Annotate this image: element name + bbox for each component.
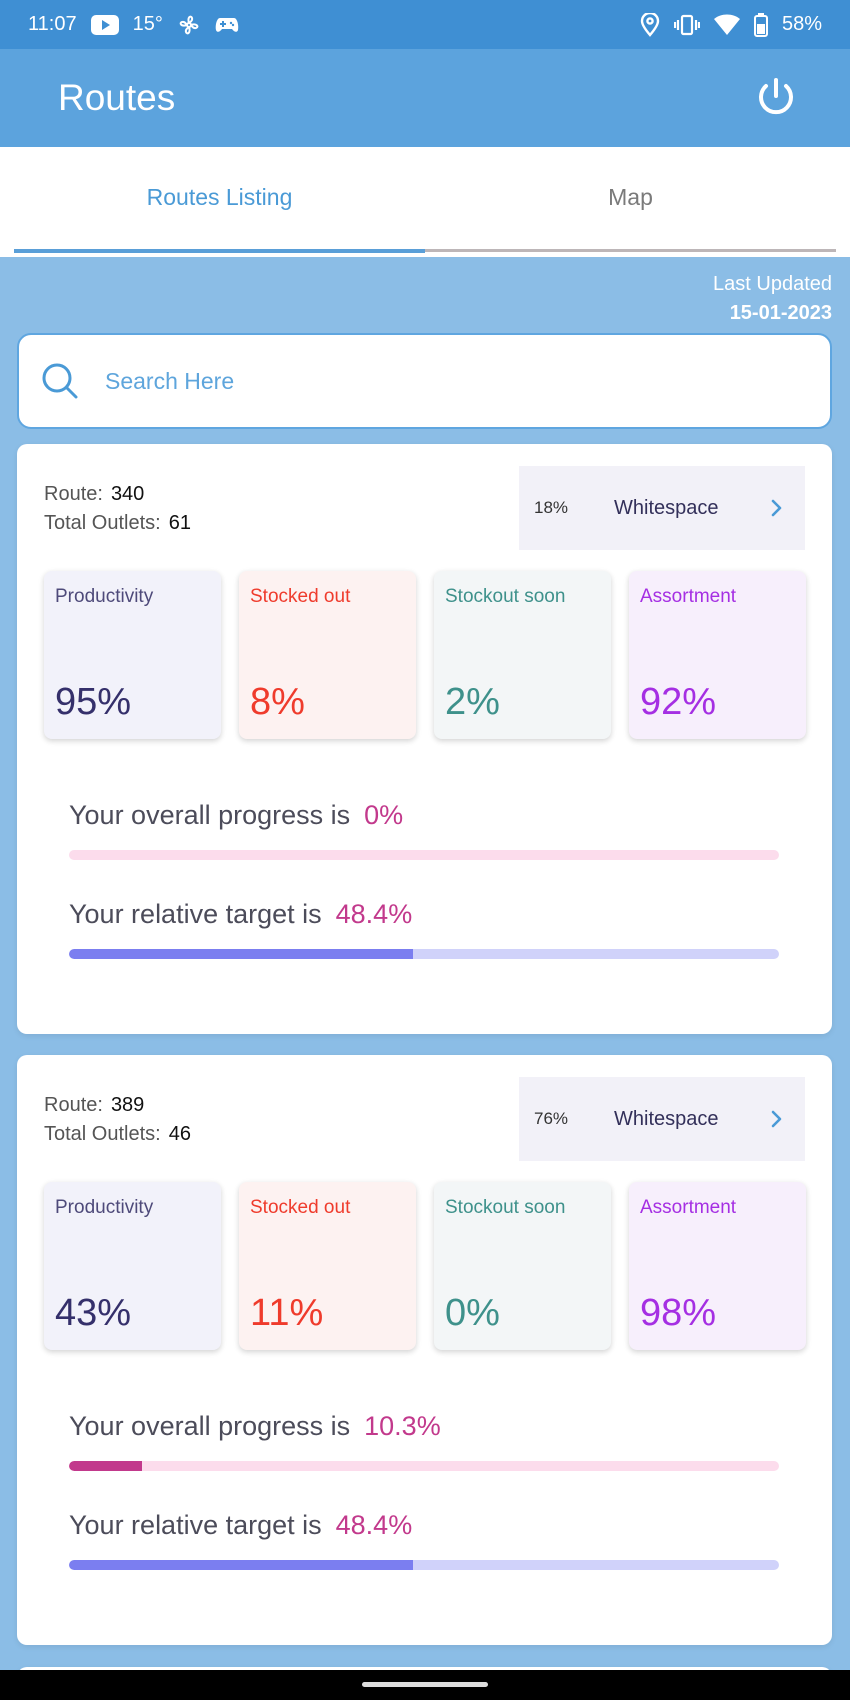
metric-value: 8% <box>250 681 305 723</box>
metric-stocked-out: Stocked out 11% <box>239 1182 416 1350</box>
route-info: Route: 389 Total Outlets: 46 <box>44 1091 191 1149</box>
metric-productivity: Productivity 43% <box>44 1182 221 1350</box>
metric-value: 11% <box>250 1292 324 1334</box>
target-label: Your relative target is <box>69 899 322 929</box>
chevron-right-icon <box>771 499 782 517</box>
status-temperature: 15° <box>132 13 163 35</box>
whitespace-button[interactable]: 76% Whitespace <box>519 1077 805 1161</box>
wifi-icon <box>713 14 740 36</box>
target-bar-fill <box>69 949 413 959</box>
gamepad-icon <box>215 15 239 35</box>
tab-bar: Routes Listing Map <box>0 147 850 257</box>
metric-assortment: Assortment 98% <box>629 1182 806 1350</box>
route-card[interactable]: Route: 389 Total Outlets: 46 76% Whitespac… <box>17 1055 832 1645</box>
outlets-label: Total Outlets: <box>44 1123 161 1145</box>
target-bar <box>69 1560 779 1570</box>
target-bar <box>69 949 779 959</box>
whitespace-label: Whitespace <box>614 1107 719 1130</box>
youtube-icon <box>90 14 119 35</box>
search-input[interactable] <box>105 367 705 395</box>
progress-bar <box>69 1461 779 1471</box>
whitespace-percentage: 18% <box>534 498 569 517</box>
tab-routes-listing[interactable]: Routes Listing <box>146 183 293 210</box>
home-gesture-handle[interactable] <box>362 1682 488 1687</box>
progress-value: 10.3% <box>364 1411 441 1441</box>
target-bar-fill <box>69 1560 413 1570</box>
metric-label: Productivity <box>55 1197 154 1218</box>
power-button[interactable] <box>752 74 800 122</box>
outlets-label: Total Outlets: <box>44 512 161 534</box>
power-icon <box>759 78 793 115</box>
tab-divider <box>425 249 836 252</box>
last-updated-date: 15-01-2023 <box>729 302 832 324</box>
tab-map[interactable]: Map <box>608 183 653 210</box>
metric-value: 0% <box>445 1292 500 1334</box>
metrics-row: Productivity 43% Stocked out 11% Stockou… <box>44 1182 806 1350</box>
last-updated-label: Last Updated <box>713 273 832 295</box>
route-card[interactable]: Route: 340 Total Outlets: 61 18% Whitespac… <box>17 444 832 1034</box>
whitespace-button[interactable]: 18% Whitespace <box>519 466 805 550</box>
app-bar: Routes <box>0 49 850 147</box>
metric-label: Stocked out <box>250 586 351 607</box>
metric-value: 95% <box>55 681 132 723</box>
overall-progress: Your overall progress is 10.3% <box>69 1411 779 1471</box>
active-tab-indicator <box>14 249 425 253</box>
metric-label: Productivity <box>55 586 154 607</box>
page-title: Routes <box>58 77 176 118</box>
progress-label: Your overall progress is <box>69 800 351 830</box>
metric-label: Stockout soon <box>445 1197 566 1218</box>
target-title: Your relative target is 48.4% <box>69 899 779 930</box>
progress-bar-fill <box>69 1461 143 1471</box>
metric-value: 2% <box>445 681 500 723</box>
vibrate-icon <box>673 13 700 37</box>
metric-value: 43% <box>55 1292 132 1334</box>
outlets-count: 61 <box>168 512 191 534</box>
route-number: 340 <box>110 483 145 505</box>
metric-stockout-soon: Stockout soon 0% <box>434 1182 611 1350</box>
overall-progress: Your overall progress is 0% <box>69 800 779 860</box>
chevron-right-icon <box>771 1110 782 1128</box>
metric-stocked-out: Stocked out 8% <box>239 571 416 739</box>
relative-target: Your relative target is 48.4% <box>69 1510 779 1570</box>
progress-value: 0% <box>364 800 404 830</box>
status-bar: 11:07 15° 58% <box>0 0 850 49</box>
metric-label: Stocked out <box>250 1197 351 1218</box>
target-value: 48.4% <box>335 899 413 929</box>
fan-icon <box>177 13 201 37</box>
progress-bar <box>69 850 779 860</box>
route-number: 389 <box>110 1094 145 1116</box>
metric-value: 92% <box>640 681 717 723</box>
metric-value: 98% <box>640 1292 717 1334</box>
status-time: 11:07 <box>28 13 77 35</box>
route-label: Route: <box>44 483 103 505</box>
whitespace-percentage: 76% <box>534 1109 569 1128</box>
progress-title: Your overall progress is 0% <box>69 800 779 831</box>
progress-title: Your overall progress is 10.3% <box>69 1411 779 1442</box>
relative-target: Your relative target is 48.4% <box>69 899 779 959</box>
search-icon <box>42 363 78 399</box>
route-label: Route: <box>44 1094 103 1116</box>
metric-label: Stockout soon <box>445 586 566 607</box>
battery-percentage: 58% <box>781 13 822 35</box>
metric-assortment: Assortment 92% <box>629 571 806 739</box>
system-navigation-bar <box>0 1670 850 1700</box>
metrics-row: Productivity 95% Stocked out 8% Stockout… <box>44 571 806 739</box>
target-title: Your relative target is 48.4% <box>69 1510 779 1541</box>
outlets-count: 46 <box>168 1123 191 1145</box>
progress-label: Your overall progress is <box>69 1411 351 1441</box>
route-info: Route: 340 Total Outlets: 61 <box>44 480 191 538</box>
target-value: 48.4% <box>335 1510 413 1540</box>
metric-productivity: Productivity 95% <box>44 571 221 739</box>
metric-stockout-soon: Stockout soon 2% <box>434 571 611 739</box>
last-updated: Last Updated 15-01-2023 <box>713 270 832 328</box>
location-icon <box>640 12 660 37</box>
battery-icon <box>753 12 768 37</box>
whitespace-label: Whitespace <box>614 496 719 519</box>
metric-label: Assortment <box>640 586 737 607</box>
search-bar[interactable] <box>17 333 832 429</box>
metric-label: Assortment <box>640 1197 737 1218</box>
target-label: Your relative target is <box>69 1510 322 1540</box>
